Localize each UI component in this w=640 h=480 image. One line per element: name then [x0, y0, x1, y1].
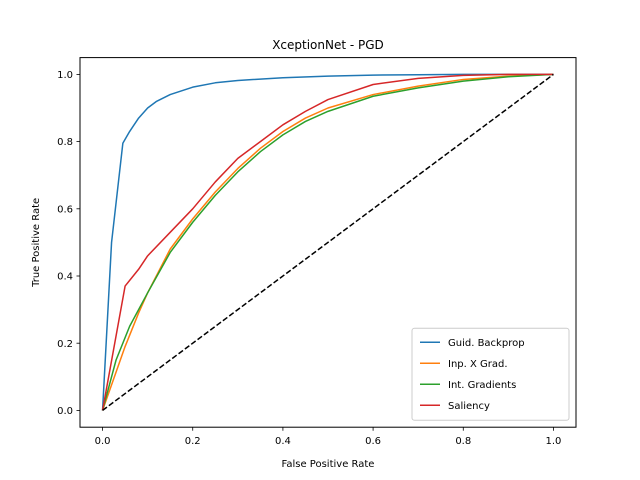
series-line-int-gradients — [101, 73, 554, 411]
y-tick-label: 0.2 — [57, 339, 73, 350]
chart-title: XceptionNet - PGD — [272, 38, 384, 52]
legend-label-guid-backprop: Guid. Backprop — [448, 338, 525, 349]
y-tick-label: 0.0 — [57, 406, 73, 417]
y-tick-label: 0.4 — [57, 272, 73, 283]
series-line-saliency — [101, 73, 554, 411]
x-axis-ticks: 0.0 0.2 0.4 0.6 0.8 1.0 — [95, 427, 562, 447]
axes-frame — [79, 57, 577, 428]
series-layer — [101, 73, 554, 412]
legend: Guid. Backprop Inp. X Grad. Int. Gradients… — [411, 327, 570, 421]
legend-label-inp-x-grad: Inp. X Grad. — [448, 359, 508, 370]
x-axis-label: False Positive Rate — [282, 459, 375, 470]
x-tick-label: 0.2 — [185, 436, 201, 447]
x-tick-label: 0.4 — [275, 436, 291, 447]
series-line-guid-backprop — [101, 73, 554, 411]
x-tick-label: 0.6 — [365, 436, 381, 447]
legend-box — [411, 327, 570, 421]
x-tick-label: 0.8 — [455, 436, 471, 447]
y-axis-label: True Positive Rate — [31, 198, 42, 288]
x-tick-label: 1.0 — [546, 436, 562, 447]
legend-label-saliency: Saliency — [448, 401, 490, 412]
x-tick-label: 0.0 — [95, 436, 111, 447]
y-tick-label: 0.6 — [57, 204, 73, 215]
legend-label-int-gradients: Int. Gradients — [448, 380, 516, 391]
y-tick-label: 1.0 — [57, 70, 73, 81]
y-tick-label: 0.8 — [57, 137, 73, 148]
series-line-chance — [102, 73, 554, 412]
y-axis-ticks: 0.0 0.2 0.4 0.6 0.8 1.0 — [57, 70, 80, 417]
